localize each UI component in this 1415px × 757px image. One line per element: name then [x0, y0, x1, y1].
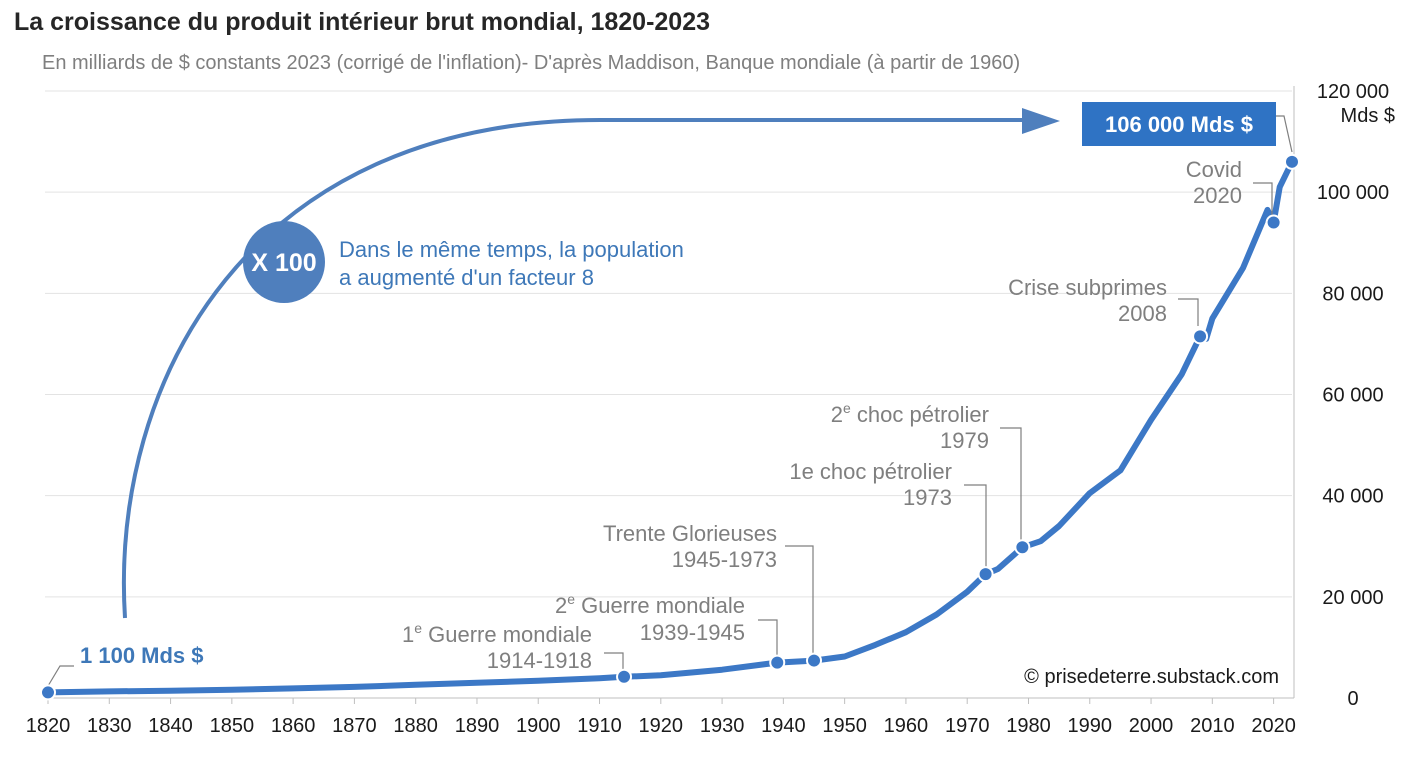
- y-tick-label: 60 000: [1322, 385, 1383, 407]
- annotation-years: 1979: [940, 428, 989, 453]
- y-tick-label: 100 000: [1317, 182, 1389, 204]
- annotation-leader: [1000, 427, 1022, 544]
- annotation-title: Trente Glorieuses: [603, 521, 777, 546]
- x-tick-label: 1840: [148, 715, 193, 737]
- chart-title: La croissance du produit intérieur brut …: [14, 8, 711, 36]
- data-point-2020: [1265, 214, 1282, 231]
- credit-text: © prisedeterre.substack.com: [1024, 666, 1279, 688]
- x-tick-label: 1820: [26, 715, 71, 737]
- end-value-badge: [1082, 102, 1276, 146]
- annotation-leader: [785, 545, 814, 657]
- annotation-title: 1e choc pétrolier: [789, 459, 952, 484]
- annotation-years: 1945-1973: [672, 547, 777, 572]
- y-tick-label: 80 000: [1322, 283, 1383, 305]
- y-tick-label: 20 000: [1322, 587, 1383, 609]
- annotation-years: 2008: [1118, 301, 1167, 326]
- annotation-years: 2020: [1193, 183, 1242, 208]
- x-tick-label: 1940: [761, 715, 806, 737]
- start-value-leader: [47, 665, 74, 687]
- highlighted-points: [40, 153, 1300, 701]
- annotation-title: Covid: [1186, 157, 1242, 182]
- x-tick-label: 1890: [455, 715, 500, 737]
- y-tick-label: 120 000: [1317, 81, 1389, 103]
- x-tick-label: 1930: [700, 715, 745, 737]
- annotation-leader: [1178, 298, 1199, 326]
- x-tick-label: 1850: [210, 715, 255, 737]
- x-tick-label: 1870: [332, 715, 377, 737]
- data-point-1820: [40, 684, 56, 701]
- x-tick-label: 1960: [884, 715, 929, 737]
- multiplier-note-line1: Dans le même temps, la population: [339, 237, 684, 262]
- y-axis-ticks: 0 20 000 40 000 60 000 80 000 100 000 120 000: [1317, 81, 1389, 710]
- x-tick-label: 1910: [577, 715, 622, 737]
- y-unit-label: Mds $: [1341, 105, 1395, 127]
- end-value-leader: [1276, 115, 1293, 153]
- chart-subtitle: En milliards de $ constants 2023 (corrig…: [42, 52, 1021, 74]
- annotation-leader: [964, 484, 987, 570]
- data-point-1979: [1014, 539, 1031, 556]
- growth-arrow: [122, 118, 1025, 619]
- data-point-2008: [1192, 328, 1209, 345]
- x-tick-label: 1950: [822, 715, 867, 737]
- x-tick-label: 2020: [1251, 715, 1296, 737]
- annotation-title: 2e choc pétrolier: [831, 400, 989, 427]
- annotation-years: 1939-1945: [640, 620, 745, 645]
- annotation-title: 2e Guerre mondiale: [555, 591, 745, 618]
- x-tick-label: 1830: [87, 715, 132, 737]
- x-tick-label: 1920: [639, 715, 684, 737]
- x-tick-label: 1970: [945, 715, 990, 737]
- x-tick-label: 1880: [393, 715, 438, 737]
- multiplier-circle: [243, 221, 325, 303]
- x-tick-label: 1860: [271, 715, 316, 737]
- annotation-leader: [604, 652, 624, 675]
- x-tick-label: 1900: [516, 715, 561, 737]
- annotation-years: 1973: [903, 485, 952, 510]
- grid-lines: [45, 86, 1295, 699]
- arrow-head: [1022, 108, 1060, 134]
- data-point-1914: [616, 668, 633, 685]
- x-tick-label: 1990: [1068, 715, 1113, 737]
- y-tick-label: 40 000: [1322, 486, 1383, 508]
- x-tick-label: 1980: [1006, 715, 1051, 737]
- multiplier-label: X 100: [251, 249, 316, 277]
- end-value-label: 106 000 Mds $: [1105, 112, 1253, 137]
- annotation-title: Crise subprimes: [1008, 275, 1167, 300]
- annotation-years: 1914-1918: [487, 648, 592, 673]
- annotation-title: 1e Guerre mondiale: [402, 620, 592, 647]
- data-point-1939: [769, 654, 786, 671]
- start-value-label: 1 100 Mds $: [80, 643, 204, 668]
- annotation-leader: [758, 619, 778, 660]
- data-point-1973: [977, 566, 994, 583]
- data-point-1945: [806, 652, 823, 669]
- x-tick-label: 2010: [1190, 715, 1235, 737]
- x-tick-label: 2000: [1129, 715, 1174, 737]
- data-point-2023: [1284, 153, 1300, 170]
- multiplier-note-line2: a augmenté d'un facteur 8: [339, 265, 594, 290]
- y-tick-label: 0: [1347, 688, 1358, 710]
- x-axis-ticks: 1820 1830 1840 1850 1860 1870 1880 1890 1900 1910…: [26, 698, 1296, 737]
- annotation-leader: [1253, 182, 1273, 215]
